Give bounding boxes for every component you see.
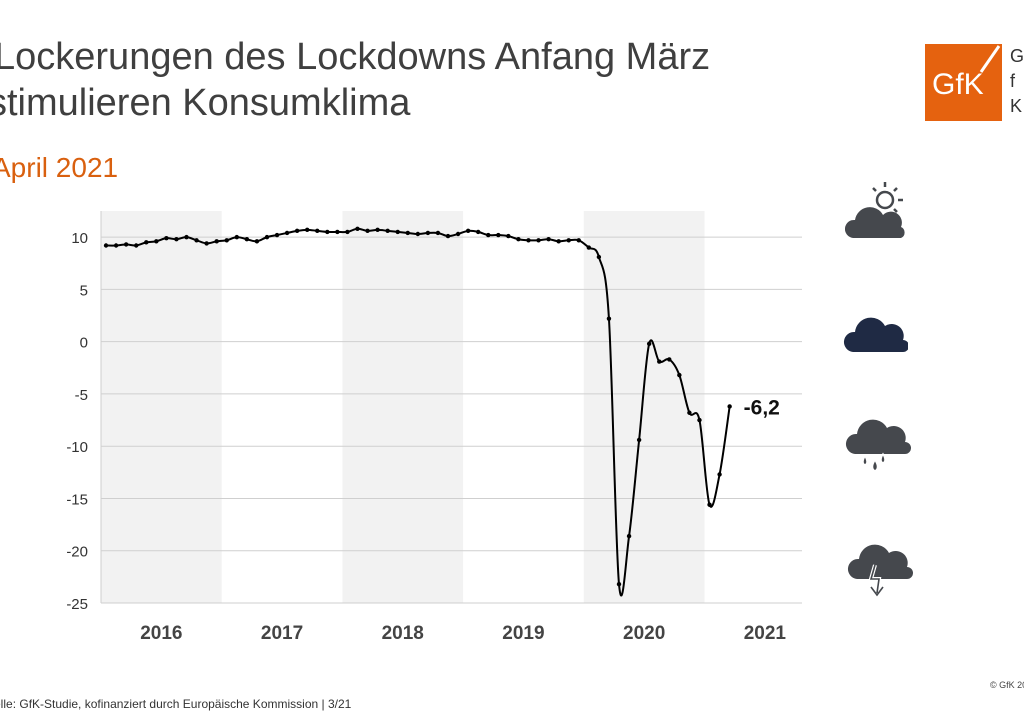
- data-point: [465, 228, 471, 234]
- logo-side-line: f: [1010, 71, 1016, 91]
- gfk-logo: GfK: [925, 44, 1002, 121]
- y-tick-label: -20: [66, 544, 88, 561]
- data-point: [264, 234, 270, 240]
- data-point: [486, 232, 491, 238]
- x-tick-label: 2018: [382, 623, 424, 644]
- copyright: © GfK 2021: [990, 680, 1024, 690]
- data-point: [395, 229, 400, 235]
- data-point: [576, 238, 581, 243]
- thunder-cloud-icon: [847, 544, 913, 599]
- data-point: [546, 237, 551, 242]
- data-point: [315, 228, 320, 234]
- data-point: [475, 229, 481, 235]
- data-point: [606, 316, 612, 321]
- data-point: [144, 240, 149, 245]
- logo-side-line: G: [1010, 46, 1024, 66]
- data-point: [516, 237, 521, 242]
- data-point: [335, 229, 340, 235]
- year-band-2020: [583, 211, 705, 603]
- data-point: [174, 237, 179, 242]
- logo-side-line: K: [1010, 96, 1023, 116]
- y-tick-label: -10: [66, 439, 88, 456]
- data-point: [586, 245, 592, 250]
- data-point: [717, 472, 722, 477]
- data-point: [254, 239, 260, 244]
- data-point: [626, 533, 632, 539]
- data-point: [123, 242, 129, 247]
- data-point: [385, 228, 390, 234]
- data-point: [134, 243, 139, 248]
- x-tick-label: 2019: [502, 623, 544, 644]
- data-point: [697, 417, 702, 423]
- data-point: [194, 238, 199, 243]
- data-point: [294, 228, 300, 234]
- source-note: Quelle: GfK-Studie, kofinanziert durch E…: [0, 697, 352, 711]
- data-point: [113, 243, 119, 248]
- data-point: [616, 581, 622, 587]
- data-point: [304, 227, 310, 233]
- data-point: [224, 238, 229, 243]
- rain-cloud-icon: [845, 419, 911, 472]
- data-point: [405, 230, 410, 236]
- data-point: [284, 230, 290, 236]
- data-point: [556, 239, 561, 244]
- sun-cloud-icon: [845, 182, 905, 238]
- data-point: [365, 228, 370, 234]
- x-tick-label: 2016: [140, 623, 182, 644]
- x-tick-label: 2020: [623, 623, 665, 644]
- data-point: [445, 233, 451, 239]
- data-point: [274, 232, 280, 238]
- data-point: [657, 359, 662, 364]
- x-tick-label: 2017: [261, 623, 303, 644]
- data-point: [536, 238, 541, 243]
- data-point: [435, 230, 441, 236]
- y-tick-label: 10: [71, 230, 88, 247]
- svg-text:GfK: GfK: [932, 68, 984, 101]
- data-point: [103, 243, 109, 248]
- data-point: [154, 239, 159, 244]
- data-point: [325, 229, 330, 235]
- data-point: [496, 232, 501, 238]
- data-point: [415, 231, 421, 237]
- y-tick-label: 5: [80, 282, 88, 299]
- data-point: [184, 234, 189, 240]
- data-point: [345, 229, 350, 235]
- data-point: [667, 357, 672, 362]
- data-point: [214, 239, 219, 244]
- data-point: [355, 226, 360, 231]
- data-point: [687, 410, 692, 415]
- data-point: [425, 230, 431, 236]
- data-point: [506, 233, 511, 239]
- y-tick-label: 0: [80, 335, 88, 352]
- data-point: [677, 372, 682, 378]
- year-band-2016: [101, 211, 222, 603]
- y-tick-label: -5: [75, 387, 88, 404]
- year-band-2018: [342, 211, 464, 603]
- y-tick-label: -25: [66, 596, 88, 613]
- data-point: [596, 254, 602, 260]
- page-title-line2: stimulieren Konsumklima: [0, 82, 411, 124]
- data-point: [566, 238, 571, 243]
- data-point: [636, 437, 642, 443]
- cloud-icon: [844, 317, 908, 352]
- data-point: [526, 238, 531, 243]
- data-point: [204, 241, 209, 246]
- data-point: [244, 237, 250, 242]
- last-value-label: -6,2: [744, 396, 780, 419]
- x-tick-label: 2021: [744, 623, 787, 644]
- subtitle-date: April 2021: [0, 152, 119, 183]
- data-point: [234, 234, 239, 240]
- page-title-line1: Lockerungen des Lockdowns Anfang März: [0, 36, 711, 78]
- data-point: [164, 235, 169, 241]
- data-point: [375, 227, 380, 233]
- data-point: [646, 341, 652, 346]
- logo-side-text: G f K: [1010, 44, 1024, 119]
- y-tick-label: -15: [66, 491, 88, 508]
- data-point: [707, 502, 712, 507]
- data-point: [727, 404, 732, 409]
- data-point: [455, 231, 461, 237]
